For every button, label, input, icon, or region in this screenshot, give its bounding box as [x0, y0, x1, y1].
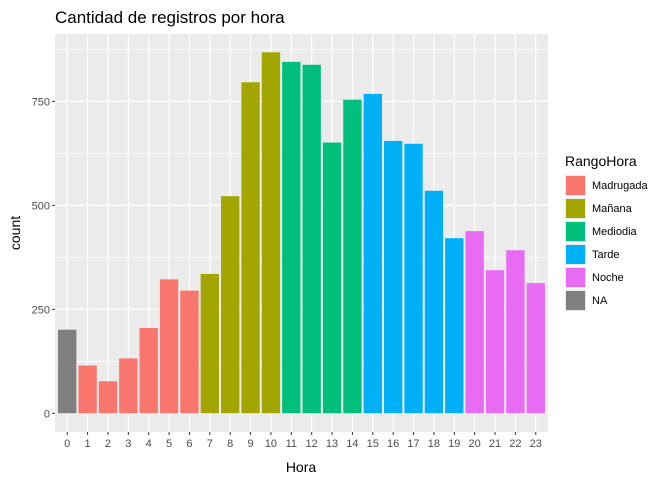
bar-hora-4 [139, 328, 158, 414]
bar-hora-21 [485, 270, 505, 414]
legend-item: Mediodia [565, 220, 648, 243]
y-tick-label: 0 [44, 408, 50, 420]
bar-hora-3 [119, 358, 138, 414]
x-tick-label: 16 [387, 438, 399, 450]
legend-swatch [565, 244, 586, 265]
bar-hora-10 [261, 52, 281, 414]
x-tick-label: 15 [367, 438, 379, 450]
x-tick-label: 2 [105, 438, 111, 450]
x-tick-label: 5 [166, 438, 172, 450]
x-tick-label: 10 [265, 438, 277, 450]
bar-hora-2 [98, 381, 118, 414]
bars [58, 52, 545, 414]
bar-hora-23 [526, 283, 545, 414]
x-axis-title: Hora [286, 459, 317, 475]
x-tick-label: 0 [64, 438, 70, 450]
bar-hora-20 [465, 231, 484, 414]
bar-hora-5 [159, 279, 179, 414]
legend-swatch [565, 175, 586, 196]
y-axis: 0 250 500 750 [32, 96, 55, 420]
x-tick-label: 8 [227, 438, 233, 450]
x-tick-label: 20 [469, 438, 481, 450]
legend-label: Noche [592, 271, 624, 284]
bar-hora-9 [241, 82, 260, 414]
legend-swatch [565, 267, 586, 288]
bar-hora-13 [322, 142, 342, 414]
y-tick-label: 250 [32, 304, 50, 316]
x-tick-label: 18 [428, 438, 440, 450]
legend-item: Mañana [565, 197, 648, 220]
x-tick-label: 23 [530, 438, 542, 450]
bar-hora-1 [78, 365, 97, 414]
x-tick-label: 9 [248, 438, 254, 450]
bar-hora-19 [445, 238, 464, 414]
legend-item: Noche [565, 266, 648, 289]
bar-hora-18 [424, 190, 444, 414]
chart-title: Cantidad de registros por hora [55, 8, 285, 27]
bar-hora-0 [58, 329, 77, 414]
legend: RangoHora Madrugada Mañana Mediodia Tarde No… [565, 153, 648, 312]
x-axis: 0 1 2 3 4 5 6 7 8 9 10 11 12 13 14 15 16 17 18 19 20 21 22 23 [64, 432, 542, 450]
y-tick-label: 750 [32, 96, 50, 108]
legend-label: Tarde [592, 248, 620, 261]
bar-hora-15 [363, 93, 382, 414]
x-tick-label: 13 [326, 438, 338, 450]
x-tick-label: 1 [85, 438, 91, 450]
x-tick-label: 17 [407, 438, 419, 450]
bar-hora-8 [221, 196, 240, 414]
legend-label: Mediodia [592, 225, 637, 238]
legend-title: RangoHora [565, 153, 637, 169]
legend-swatch [565, 290, 586, 311]
x-tick-label: 3 [125, 438, 131, 450]
y-tick-label: 500 [32, 200, 50, 212]
x-tick-label: 22 [509, 438, 521, 450]
legend-swatch [565, 198, 586, 219]
bar-hora-6 [180, 290, 199, 414]
x-tick-label: 4 [146, 438, 152, 450]
x-tick-label: 19 [448, 438, 460, 450]
bar-hora-17 [404, 143, 423, 414]
legend-label: Madrugada [592, 179, 648, 192]
bar-hora-7 [200, 273, 219, 414]
legend-label: Mañana [592, 202, 632, 215]
legend-item: Madrugada [565, 174, 648, 197]
legend-item: Tarde [565, 243, 648, 266]
bar-hora-16 [384, 140, 403, 414]
x-tick-label: 12 [306, 438, 318, 450]
y-axis-title: count [7, 216, 23, 250]
legend-item: NA [565, 289, 648, 312]
legend-swatch [565, 221, 586, 242]
x-tick-label: 6 [186, 438, 192, 450]
bar-hora-12 [302, 64, 321, 414]
bar-hora-22 [506, 250, 525, 414]
x-tick-label: 7 [207, 438, 213, 450]
bar-hora-11 [282, 61, 301, 414]
legend-items: Madrugada Mañana Mediodia Tarde Noche NA [565, 174, 648, 312]
bar-hora-14 [343, 99, 362, 414]
x-tick-label: 14 [346, 438, 358, 450]
x-tick-label: 11 [286, 438, 297, 450]
x-tick-label: 21 [489, 438, 501, 450]
legend-label: NA [592, 294, 608, 307]
